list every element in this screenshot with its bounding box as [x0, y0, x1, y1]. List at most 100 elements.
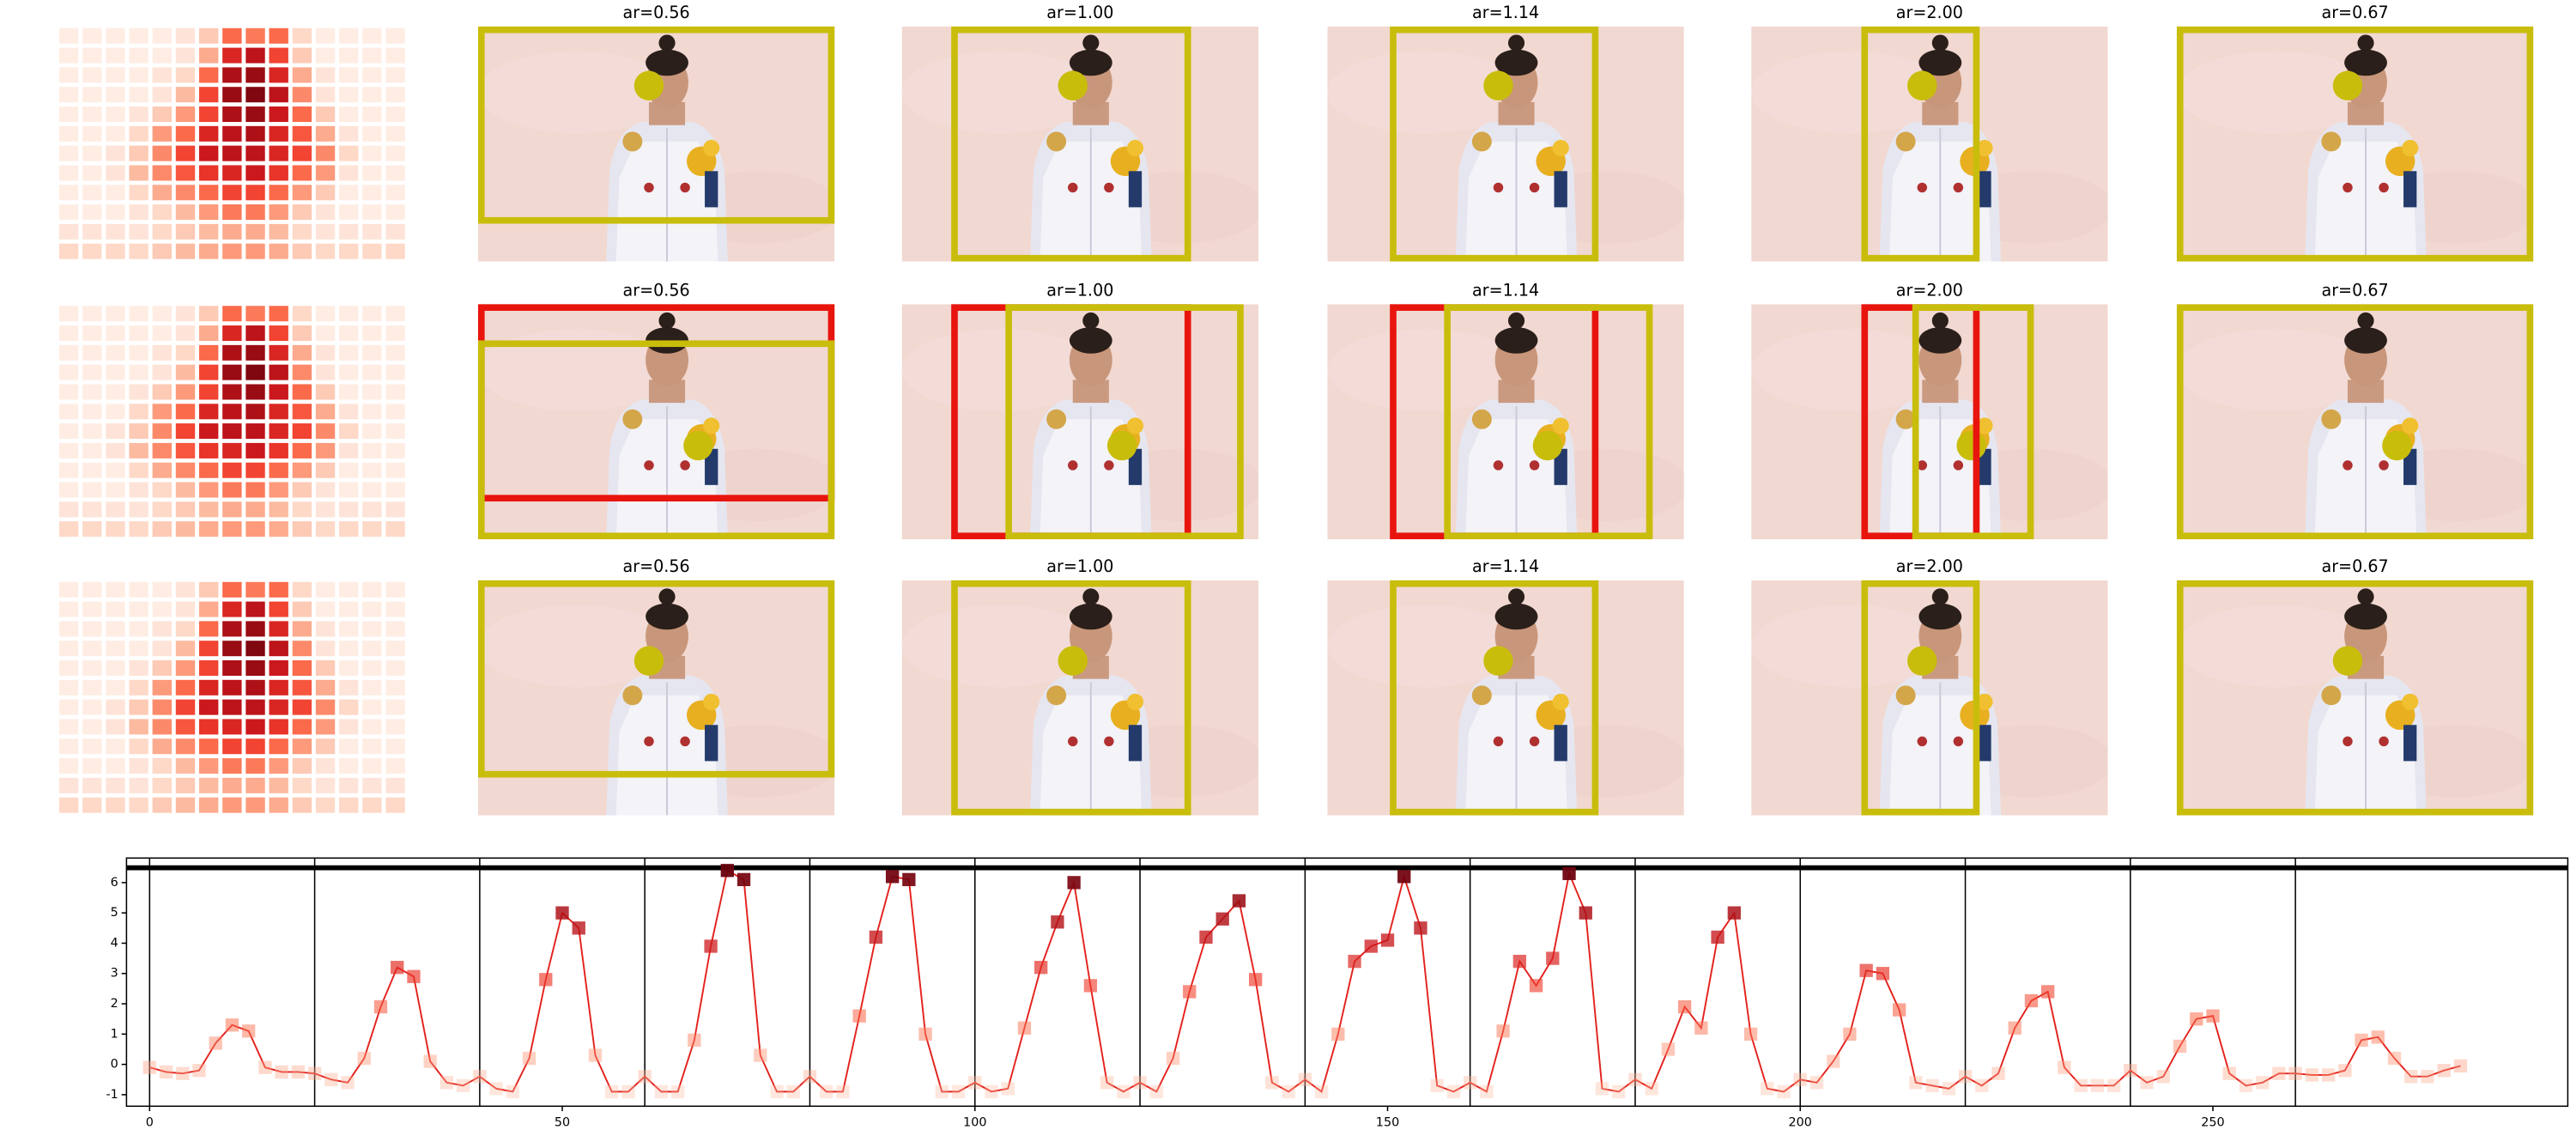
heatmap-cell — [269, 581, 288, 598]
heatmap-cell — [245, 777, 265, 793]
heatmap-cell — [315, 384, 336, 400]
heatmap-cell — [269, 521, 288, 538]
heatmap-cell — [385, 47, 405, 64]
heatmap-cell — [315, 364, 336, 380]
heatmap-cell — [292, 777, 312, 793]
heatmap-cell — [106, 521, 125, 538]
heatmap-cell — [315, 659, 336, 677]
marker — [324, 1072, 338, 1086]
y-tick-label: 5 — [111, 906, 118, 920]
heatmap-cell — [292, 87, 312, 103]
marker — [1249, 973, 1263, 987]
heatmap-cell — [106, 501, 125, 518]
heatmap-cell — [292, 145, 312, 161]
panel-title: ar=0.56 — [623, 3, 690, 22]
marker — [1265, 1076, 1279, 1090]
heatmap-cell — [58, 521, 79, 538]
heatmap-cell — [152, 797, 173, 813]
marker — [2338, 1064, 2352, 1078]
heatmap — [58, 306, 405, 538]
heatmap-cell — [292, 27, 312, 44]
marker — [1512, 954, 1527, 969]
heatmap-cell — [152, 699, 173, 715]
heatmap-cell — [198, 223, 219, 240]
heatmap-cell — [222, 521, 242, 538]
heatmap-cell — [58, 204, 79, 221]
heatmap-cell — [106, 777, 125, 793]
heatmap-cell — [152, 404, 173, 420]
heatmap-cell — [292, 106, 312, 123]
heatmap-cell — [198, 423, 219, 440]
heatmap-cell — [175, 204, 196, 221]
heatmap-cell — [129, 87, 148, 103]
heatmap-cell — [175, 106, 196, 123]
heatmap-cell — [82, 185, 102, 201]
heatmap-cell — [339, 797, 359, 813]
marker — [1859, 963, 1873, 977]
heatmap-cell — [385, 125, 405, 142]
heatmap-cell — [152, 738, 173, 755]
heatmap-cell — [175, 679, 196, 696]
heatmap-cell — [58, 758, 79, 775]
heatmap-cell — [269, 364, 288, 380]
heatmap-cell — [129, 306, 148, 322]
heatmap-cell — [198, 384, 219, 400]
marker — [1612, 1084, 1626, 1099]
heatmap-cell — [129, 165, 148, 181]
panel-title: ar=0.67 — [2321, 556, 2388, 576]
heatmap-cell — [198, 243, 219, 259]
heatmap-cell — [82, 758, 102, 775]
marker — [786, 1084, 800, 1099]
heatmap-cell — [175, 758, 196, 775]
heatmap-cell — [269, 501, 288, 518]
bounding-box — [1912, 304, 2034, 540]
heatmap-cell — [292, 482, 312, 498]
heatmap-cell — [385, 641, 405, 657]
bounding-box — [2176, 580, 2534, 816]
marker — [688, 1033, 701, 1048]
heatmap-cell — [129, 145, 148, 161]
heatmap-cell — [292, 679, 312, 696]
heatmap-cell — [339, 306, 359, 322]
marker — [2387, 1051, 2402, 1066]
heatmap-cell — [385, 501, 405, 518]
heatmap-cell — [339, 87, 359, 103]
bounding-box — [1861, 26, 1980, 262]
marker — [1628, 1072, 1642, 1086]
heatmap-cell — [385, 106, 405, 123]
marker — [1991, 1066, 2005, 1080]
heatmap-cell — [106, 738, 125, 755]
marker — [2305, 1068, 2319, 1082]
heatmap-cell — [152, 27, 173, 44]
heatmap-cell — [129, 659, 148, 677]
photo — [1327, 304, 1684, 540]
keypoint — [1058, 646, 1088, 676]
heatmap-cell — [222, 145, 242, 161]
marker — [935, 1084, 949, 1099]
heatmap-cell — [362, 758, 382, 775]
heatmap-cell — [129, 521, 148, 538]
heatmap-cell — [362, 384, 382, 400]
heatmap-cell — [152, 482, 173, 498]
heatmap-cell — [315, 204, 336, 221]
heatmap-cell — [315, 306, 336, 322]
marker — [423, 1054, 437, 1068]
heatmap-cell — [198, 27, 219, 44]
heatmap-cell — [339, 243, 359, 259]
heatmap-cell — [152, 659, 173, 677]
heatmap-cell — [198, 364, 219, 380]
marker — [307, 1066, 322, 1080]
heatmap-cell — [292, 384, 312, 400]
keypoint — [1532, 430, 1563, 461]
heatmap-cell — [292, 699, 312, 715]
marker — [754, 1048, 767, 1062]
heatmap — [58, 581, 405, 813]
heatmap-cell — [339, 325, 359, 342]
heatmap-cell — [339, 581, 359, 598]
heatmap-cell — [129, 67, 148, 83]
heatmap-cell — [292, 185, 312, 201]
marker — [736, 872, 751, 887]
heatmap-cell — [269, 601, 288, 617]
marker — [918, 1027, 932, 1041]
